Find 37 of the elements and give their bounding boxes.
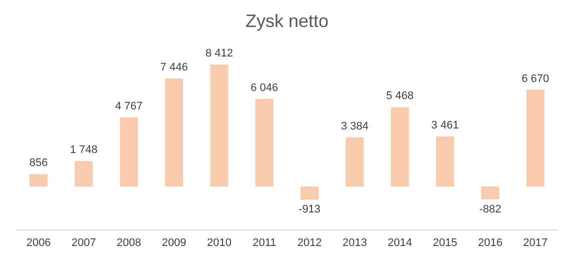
bar bbox=[300, 186, 319, 200]
data-label: 6 046 bbox=[250, 82, 278, 94]
x-tick-label: 2017 bbox=[523, 236, 548, 249]
data-label: -882 bbox=[479, 203, 502, 216]
x-tick-label: 2012 bbox=[297, 236, 322, 249]
x-tick-label: 2014 bbox=[388, 236, 412, 249]
x-tick-label: 2011 bbox=[252, 236, 276, 249]
bar bbox=[436, 136, 454, 186]
x-tick-label: 2007 bbox=[72, 236, 96, 249]
data-label: 4 767 bbox=[115, 100, 143, 112]
data-label: 3 461 bbox=[431, 119, 459, 132]
bar bbox=[526, 90, 544, 186]
bar bbox=[255, 98, 274, 186]
x-tick-label: 2009 bbox=[162, 236, 186, 249]
x-tick-label: 2006 bbox=[26, 236, 51, 249]
bar bbox=[120, 117, 138, 186]
x-tick-label: 2008 bbox=[116, 236, 142, 249]
bar bbox=[210, 64, 228, 186]
data-label: 5 468 bbox=[386, 90, 414, 102]
x-tick-label: 2013 bbox=[342, 236, 367, 249]
bar bbox=[30, 174, 48, 186]
data-label: 7 446 bbox=[160, 62, 188, 74]
bar bbox=[74, 161, 93, 186]
bar bbox=[390, 107, 409, 186]
bar bbox=[165, 78, 184, 186]
x-tick-label: 2016 bbox=[478, 236, 502, 249]
x-tick-label: 2015 bbox=[432, 236, 458, 249]
data-label: -913 bbox=[298, 204, 321, 216]
data-label: 856 bbox=[29, 157, 48, 170]
bar bbox=[346, 137, 364, 186]
data-label: 6 670 bbox=[522, 72, 550, 85]
x-tick-label: 2010 bbox=[207, 236, 232, 249]
data-label: 3 384 bbox=[340, 120, 368, 132]
chart-title: Zysk netto bbox=[244, 10, 330, 33]
data-label: 1 748 bbox=[70, 144, 98, 156]
bar bbox=[481, 186, 500, 200]
data-label: 8 412 bbox=[205, 48, 233, 60]
